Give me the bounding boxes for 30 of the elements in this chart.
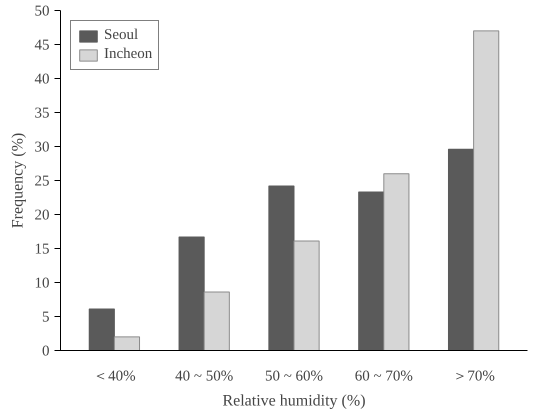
bar [383, 173, 410, 350]
bar [178, 236, 205, 350]
y-tick-label: 35 [34, 106, 50, 122]
y-tick-label: 50 [34, 4, 50, 20]
y-tick-label: 15 [34, 242, 50, 258]
x-tick-label: 60 ~ 70% [354, 368, 413, 384]
y-tick-label: 5 [42, 310, 50, 326]
x-tick-label: ＜40% [93, 368, 136, 384]
bar [88, 308, 115, 350]
legend-label: Incheon [104, 46, 152, 63]
y-tick-label: 45 [34, 38, 50, 54]
bar [473, 30, 500, 350]
y-tick-label: 25 [34, 174, 50, 190]
y-axis-title: Frequency (%) [10, 132, 26, 228]
y-tick-label: 10 [34, 276, 50, 292]
y-tick-label: 30 [34, 140, 50, 156]
legend-label: Seoul [104, 27, 138, 44]
bar [358, 192, 384, 350]
bar [294, 240, 320, 350]
x-tick-label: ＞70% [452, 368, 495, 384]
x-tick-label: 40 ~ 50% [175, 368, 234, 384]
x-tick-label: 50 ~ 60% [264, 368, 324, 384]
y-tick-label: 40 [34, 72, 50, 88]
bar [204, 292, 230, 350]
x-axis-title: Relative humidity (%) [222, 392, 366, 410]
bar [114, 336, 140, 350]
y-tick-label: 20 [34, 208, 50, 224]
bar [448, 148, 474, 350]
bar [268, 185, 294, 350]
y-tick-label: 0 [42, 344, 50, 360]
